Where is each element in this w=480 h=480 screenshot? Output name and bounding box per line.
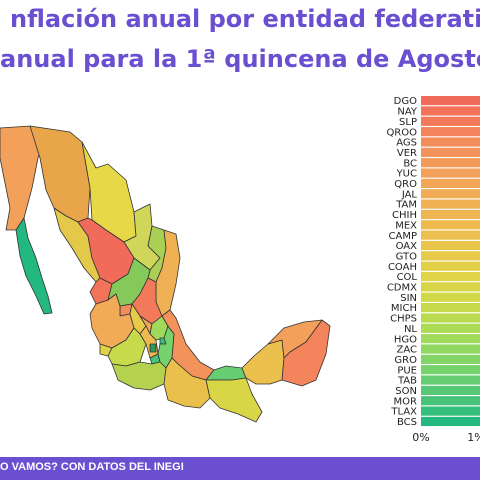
state-bar: [421, 406, 480, 416]
state-bar: [421, 178, 480, 188]
state-label: AGS: [396, 138, 417, 149]
state-label: GRO: [394, 355, 417, 366]
inflation-bar-chart: DGONAYSLPQROOAGSVERBCYUCQROJALTAMCHIHMEX…: [386, 96, 480, 444]
state-bar: [421, 385, 480, 395]
map-region-bcs[interactable]: [15, 217, 53, 315]
state-label: GTO: [396, 251, 418, 262]
state-bar: [421, 220, 480, 230]
state-label: MOR: [394, 396, 417, 407]
map-region-qroo[interactable]: [281, 319, 331, 387]
state-bar: [421, 158, 480, 168]
state-bar: [421, 396, 480, 406]
state-label: JAL: [401, 189, 418, 200]
state-label: MICH: [391, 303, 417, 314]
state-label: TAM: [395, 200, 417, 211]
state-bar: [421, 209, 480, 220]
state-label: NL: [404, 324, 417, 335]
state-label: VER: [397, 148, 417, 159]
state-bar: [421, 313, 480, 323]
state-label: COAH: [388, 262, 417, 273]
state-bar: [421, 127, 480, 137]
map-region-mich[interactable]: [107, 327, 147, 367]
state-label: PUE: [397, 365, 417, 376]
state-bar: [421, 344, 480, 354]
x-tick-label: 1%: [467, 431, 480, 444]
map-region-cdmx[interactable]: [149, 343, 157, 353]
map-region-chps[interactable]: [205, 377, 263, 423]
state-bar: [421, 96, 480, 106]
state-bar: [421, 354, 480, 364]
state-label: MEX: [395, 220, 417, 231]
title-line-1: nflación anual por entidad federativa: [10, 5, 480, 33]
state-label: OAX: [396, 241, 418, 252]
state-label: DGO: [394, 96, 417, 107]
state-label: QRO: [394, 179, 417, 190]
state-bar: [421, 375, 480, 385]
state-bar: [421, 365, 480, 375]
state-bar: [421, 334, 480, 344]
state-label: HGO: [394, 334, 417, 345]
state-label: YUC: [396, 169, 417, 180]
state-bar: [421, 147, 480, 157]
state-bar: [421, 106, 480, 116]
state-bar: [421, 137, 480, 147]
title-line-2: anual para la 1ª quincena de Agosto: [0, 45, 480, 73]
state-bar: [421, 271, 480, 282]
state-bar: [421, 416, 480, 427]
state-label: SLP: [399, 117, 417, 128]
state-label: CHPS: [390, 314, 417, 325]
state-bar: [421, 323, 480, 333]
state-label: CDMX: [387, 283, 417, 294]
state-label: SON: [395, 386, 417, 397]
state-bar: [421, 199, 480, 209]
state-bar: [421, 168, 480, 178]
state-bar: [421, 303, 480, 313]
state-label: TAB: [397, 376, 417, 387]
state-label: NAY: [397, 107, 418, 118]
state-label: SIN: [400, 293, 417, 304]
state-bar: [421, 240, 480, 251]
state-label: CHIH: [392, 210, 417, 221]
state-label: COL: [397, 272, 418, 283]
state-bar: [421, 116, 480, 126]
state-bar: [421, 251, 480, 261]
state-label: BC: [403, 158, 417, 169]
state-label: BCS: [397, 417, 417, 428]
mexico-map: [0, 125, 331, 423]
state-bar: [421, 189, 480, 199]
footer-text: O VAMOS? CON DATOS DEL INEGI: [0, 461, 184, 473]
state-label: CAMP: [389, 231, 417, 242]
x-tick-label: 0%: [412, 431, 429, 444]
state-bar: [421, 282, 480, 292]
state-bar: [421, 230, 480, 240]
state-bar: [421, 261, 480, 271]
footer-bar: O VAMOS? CON DATOS DEL INEGI: [0, 457, 480, 480]
state-label: QROO: [386, 127, 417, 138]
state-bar: [421, 292, 480, 302]
state-label: ZAC: [397, 345, 418, 356]
state-label: TLAX: [390, 407, 417, 418]
